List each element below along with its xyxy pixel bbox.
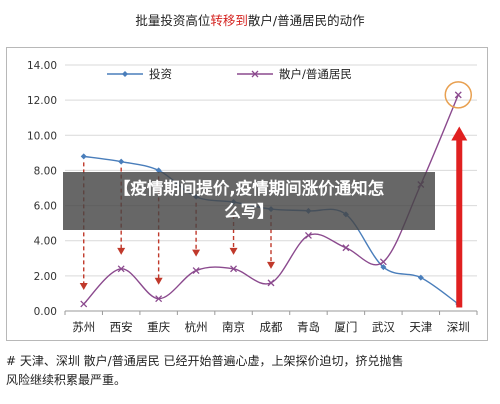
- data-point: [118, 158, 125, 165]
- title-highlight: 转移到: [210, 13, 248, 28]
- x-tick-label: 西安: [110, 320, 133, 334]
- data-point: [417, 274, 424, 281]
- data-point: [117, 265, 125, 273]
- x-tick-label: 深圳: [447, 320, 470, 334]
- footnote-line-1: # 天津、深圳 散户/普通居民 已经开始普遍心虚，上架探价迫切，挤兑抛售: [6, 354, 404, 368]
- y-tick-label: 0.00: [34, 306, 57, 318]
- y-tick-label: 14.00: [27, 60, 57, 72]
- data-point: [379, 258, 387, 266]
- title-part2: 散户/普通居民的动作: [247, 13, 365, 28]
- legend-label: 投资: [149, 67, 172, 81]
- data-point: [155, 295, 163, 303]
- legend-label: 散户/普通居民: [279, 67, 352, 81]
- y-tick-label: 12.00: [27, 95, 57, 107]
- x-tick-label: 厦门: [334, 320, 357, 334]
- data-point: [80, 153, 87, 160]
- rising-arrow-head: [451, 126, 468, 141]
- transfer-arrowhead: [154, 277, 163, 285]
- x-tick-label: 杭州: [185, 320, 208, 334]
- data-point: [230, 265, 238, 273]
- legend-marker: [251, 70, 259, 78]
- data-point: [342, 244, 350, 252]
- overlay-line-2: 么写】: [224, 202, 274, 221]
- overlay-text: 【疫情期间提价,疫情期间涨价通知怎 么写】: [63, 172, 435, 223]
- transfer-arrowhead: [79, 282, 88, 290]
- data-point: [380, 264, 387, 271]
- transfer-arrowhead: [117, 247, 126, 255]
- overlay-banner: [63, 172, 435, 230]
- chart-title: 批量投资高位转移到散户/普通居民的动作: [0, 10, 500, 29]
- overlay-line-1: 【疫情期间提价,疫情期间涨价通知怎: [113, 179, 385, 198]
- data-point: [304, 231, 312, 239]
- x-tick-label: 武汉: [372, 320, 395, 334]
- highlight-circle: [444, 81, 473, 109]
- y-tick-label: 4.00: [34, 236, 57, 248]
- y-tick-label: 10.00: [27, 130, 57, 142]
- data-point: [267, 279, 275, 287]
- data-point: [155, 167, 162, 174]
- rising-arrow-shaft: [456, 138, 463, 308]
- y-tick-label: 8.00: [34, 165, 57, 177]
- transfer-arrowhead: [229, 247, 238, 255]
- x-tick-label: 重庆: [147, 320, 170, 334]
- x-tick-label: 天津: [409, 320, 432, 334]
- data-point: [454, 91, 462, 99]
- footnote-line-2: 风险继续积累最严重。: [6, 373, 127, 387]
- footnote: # 天津、深圳 散户/普通居民 已经开始普遍心虚，上架探价迫切，挤兑抛售 风险继…: [6, 352, 496, 390]
- x-tick-label: 青岛: [297, 320, 320, 334]
- x-tick-label: 南京: [222, 320, 245, 334]
- data-point: [80, 300, 88, 308]
- title-part1: 批量投资高位: [135, 13, 211, 28]
- y-tick-label: 2.00: [34, 271, 57, 283]
- transfer-arrowhead: [267, 261, 275, 269]
- transfer-arrowhead: [192, 249, 201, 257]
- x-tick-label: 成都: [260, 320, 283, 334]
- data-point: [192, 267, 200, 275]
- legend-marker: [122, 71, 128, 77]
- x-tick-label: 苏州: [72, 320, 95, 334]
- y-tick-label: 6.00: [34, 201, 57, 213]
